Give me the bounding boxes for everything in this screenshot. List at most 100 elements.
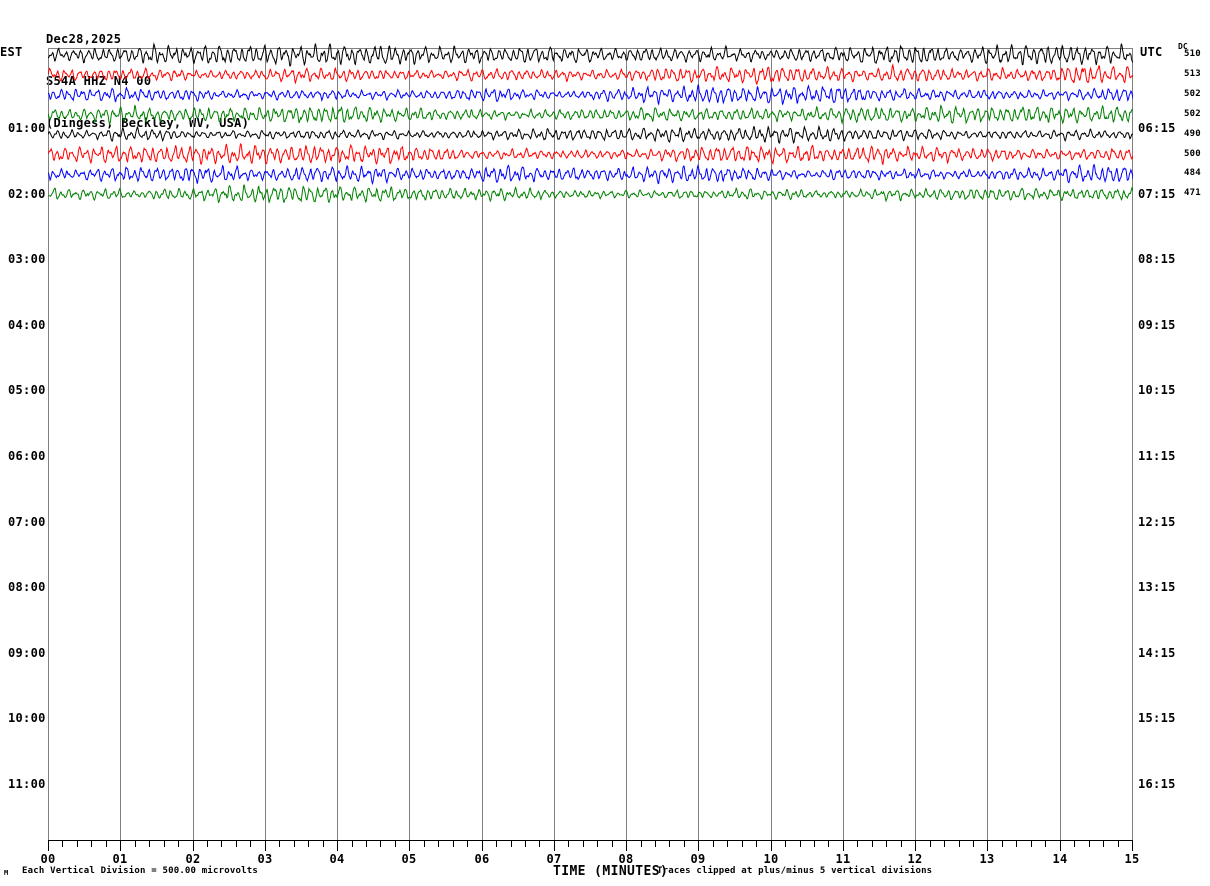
x-tick-minor	[149, 841, 150, 847]
x-tick-minor	[886, 841, 887, 847]
left-timezone-label: EST	[0, 45, 23, 59]
right-timezone-label: UTC	[1140, 45, 1163, 59]
gridline-minute-12	[915, 48, 916, 840]
x-tick-minor	[857, 841, 858, 847]
x-tick-minor	[1045, 841, 1046, 847]
gridline-minute-11	[843, 48, 844, 840]
x-tick-minor	[1002, 841, 1003, 847]
gridline-minute-04	[337, 48, 338, 840]
gridline-minute-03	[265, 48, 266, 840]
x-tick-minor	[91, 841, 92, 847]
dc-value-row-1: 513	[1184, 69, 1201, 79]
left-time-label-1100: 11:00	[8, 777, 46, 791]
x-tick-label-01: 01	[112, 852, 128, 866]
x-tick-minor	[308, 841, 309, 847]
x-tick-minor	[467, 841, 468, 847]
left-time-label-0100: 01:00	[8, 121, 46, 135]
trace-row-7	[48, 185, 1133, 202]
x-tick-minor	[438, 841, 439, 847]
x-tick-label-12: 12	[907, 852, 923, 866]
x-tick-label-08: 08	[618, 852, 634, 866]
gridline-minute-13	[987, 48, 988, 840]
x-tick-major	[554, 841, 555, 851]
right-time-label-1515: 15:15	[1138, 711, 1176, 725]
x-tick-minor	[380, 841, 381, 847]
x-tick-minor	[930, 841, 931, 847]
x-tick-minor	[352, 841, 353, 847]
x-tick-minor	[250, 841, 251, 847]
right-time-label-0715: 07:15	[1138, 187, 1176, 201]
x-tick-label-11: 11	[835, 852, 851, 866]
left-time-label-0400: 04:00	[8, 318, 46, 332]
footer-corner-mark: M	[4, 869, 9, 877]
x-tick-major	[482, 841, 483, 851]
x-tick-minor	[539, 841, 540, 847]
x-tick-minor	[800, 841, 801, 847]
footer-scale-note: Each Vertical Division = 500.00 microvol…	[22, 866, 258, 876]
x-tick-label-15: 15	[1124, 852, 1140, 866]
x-tick-major	[771, 841, 772, 851]
x-tick-label-00: 00	[40, 852, 56, 866]
x-tick-minor	[424, 841, 425, 847]
x-tick-minor	[727, 841, 728, 847]
dc-value-row-3: 502	[1184, 109, 1201, 119]
dc-value-row-4: 490	[1184, 129, 1201, 139]
left-time-label-0700: 07:00	[8, 515, 46, 529]
x-tick-label-05: 05	[401, 852, 417, 866]
x-tick-major	[1060, 841, 1061, 851]
dc-column-label: DC	[1178, 42, 1188, 51]
right-time-label-1215: 12:15	[1138, 515, 1176, 529]
x-tick-minor	[453, 841, 454, 847]
x-tick-label-03: 03	[257, 852, 273, 866]
plot-border-top	[48, 48, 1133, 49]
x-tick-minor	[1016, 841, 1017, 847]
x-tick-minor	[366, 841, 367, 847]
dc-value-row-2: 502	[1184, 89, 1201, 99]
x-tick-minor	[77, 841, 78, 847]
x-tick-major	[48, 841, 49, 851]
x-tick-minor	[1089, 841, 1090, 847]
x-tick-minor	[669, 841, 670, 847]
x-tick-minor	[525, 841, 526, 847]
x-tick-minor	[655, 841, 656, 847]
x-tick-minor	[828, 841, 829, 847]
x-tick-minor	[294, 841, 295, 847]
x-tick-major	[915, 841, 916, 851]
left-time-label-0800: 08:00	[8, 580, 46, 594]
gridline-minute-06	[482, 48, 483, 840]
left-time-label-0600: 06:00	[8, 449, 46, 463]
x-tick-minor	[1118, 841, 1119, 847]
x-tick-label-14: 14	[1052, 852, 1068, 866]
x-tick-major	[843, 841, 844, 851]
x-tick-minor	[395, 841, 396, 847]
x-tick-major	[698, 841, 699, 851]
x-tick-major	[337, 841, 338, 851]
gridline-minute-05	[409, 48, 410, 840]
right-time-label-0915: 09:15	[1138, 318, 1176, 332]
plot-axis-bottom	[48, 840, 1133, 841]
right-time-label-1115: 11:15	[1138, 449, 1176, 463]
dc-value-row-6: 484	[1184, 168, 1201, 178]
x-tick-minor	[106, 841, 107, 847]
plot-border-right	[1132, 48, 1133, 840]
left-time-label-1000: 10:00	[8, 711, 46, 725]
x-tick-minor	[756, 841, 757, 847]
x-tick-minor	[742, 841, 743, 847]
x-tick-label-06: 06	[474, 852, 490, 866]
x-tick-minor	[178, 841, 179, 847]
gridline-minute-02	[193, 48, 194, 840]
x-tick-minor	[323, 841, 324, 847]
x-tick-minor	[684, 841, 685, 847]
right-time-label-0615: 06:15	[1138, 121, 1176, 135]
gridline-minute-10	[771, 48, 772, 840]
x-tick-minor	[135, 841, 136, 847]
x-tick-label-10: 10	[763, 852, 779, 866]
header-block: Dec28,2025 S54A HHZ N4 00 (Dingess, Beck…	[46, 4, 249, 158]
right-time-label-1315: 13:15	[1138, 580, 1176, 594]
gridline-minute-08	[626, 48, 627, 840]
x-tick-minor	[597, 841, 598, 847]
x-tick-minor	[872, 841, 873, 847]
x-tick-major	[626, 841, 627, 851]
x-tick-minor	[1031, 841, 1032, 847]
